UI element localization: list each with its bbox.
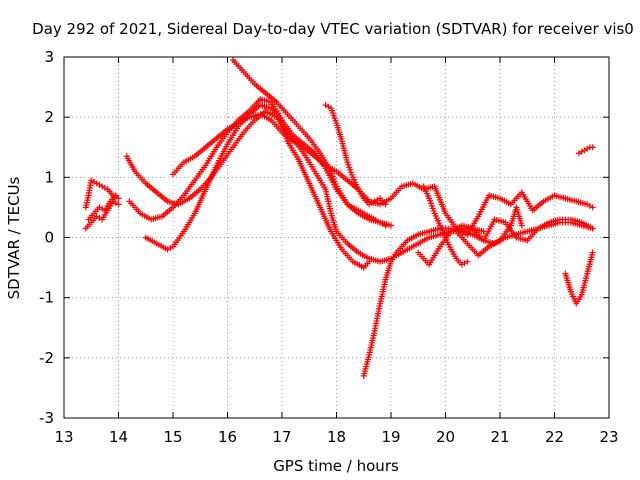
data-point: [464, 258, 471, 265]
data-point: [589, 225, 596, 232]
data-point: [115, 201, 122, 208]
data-point: [589, 249, 596, 256]
data-points: [82, 57, 596, 379]
y-tick-label: -3: [39, 409, 54, 427]
x-tick-label: 17: [272, 428, 291, 446]
y-tick-label: -2: [39, 349, 54, 367]
y-tick-label: 2: [44, 108, 54, 126]
x-tick-label: 16: [218, 428, 237, 446]
x-tick-label: 21: [490, 428, 509, 446]
data-point: [388, 222, 394, 229]
series-arc-m: [453, 204, 525, 259]
series-arc-f: [142, 102, 373, 271]
x-tick-label: 15: [163, 428, 182, 446]
data-point: [589, 204, 596, 211]
grid: [64, 57, 609, 418]
x-tick-label: 13: [54, 428, 73, 446]
data-point: [382, 201, 389, 208]
x-tick-label: 18: [327, 428, 346, 446]
y-tick-label: 1: [44, 168, 54, 186]
x-tick-label: 19: [381, 428, 400, 446]
y-tick-label: -1: [39, 289, 54, 307]
y-axis-label: SDTVAR / TECUs: [5, 176, 23, 299]
series-arc-o: [576, 144, 596, 157]
chart-title: Day 292 of 2021, Sidereal Day-to-day VTE…: [32, 20, 634, 38]
y-tick-label: 0: [44, 229, 54, 247]
x-tick-label: 23: [599, 428, 618, 446]
series-arc-h: [229, 57, 394, 229]
series-arc-i: [322, 102, 389, 208]
data-point: [589, 144, 596, 151]
series-arc-j: [360, 225, 487, 379]
data-point: [115, 195, 122, 202]
data-point: [112, 192, 119, 199]
series-arc-n: [562, 249, 596, 307]
x-tick-label: 22: [545, 428, 564, 446]
x-tick-label: 14: [109, 428, 128, 446]
y-tick-label: 3: [44, 48, 54, 66]
data-point: [518, 222, 525, 229]
series-arc-a: [82, 177, 122, 211]
series-arc-c: [85, 192, 119, 223]
x-tick-label: 20: [436, 428, 455, 446]
x-axis-label: GPS time / hours: [273, 457, 399, 475]
series-arc-b: [82, 198, 122, 232]
data-point: [366, 258, 373, 265]
series-arc-l: [420, 183, 471, 268]
